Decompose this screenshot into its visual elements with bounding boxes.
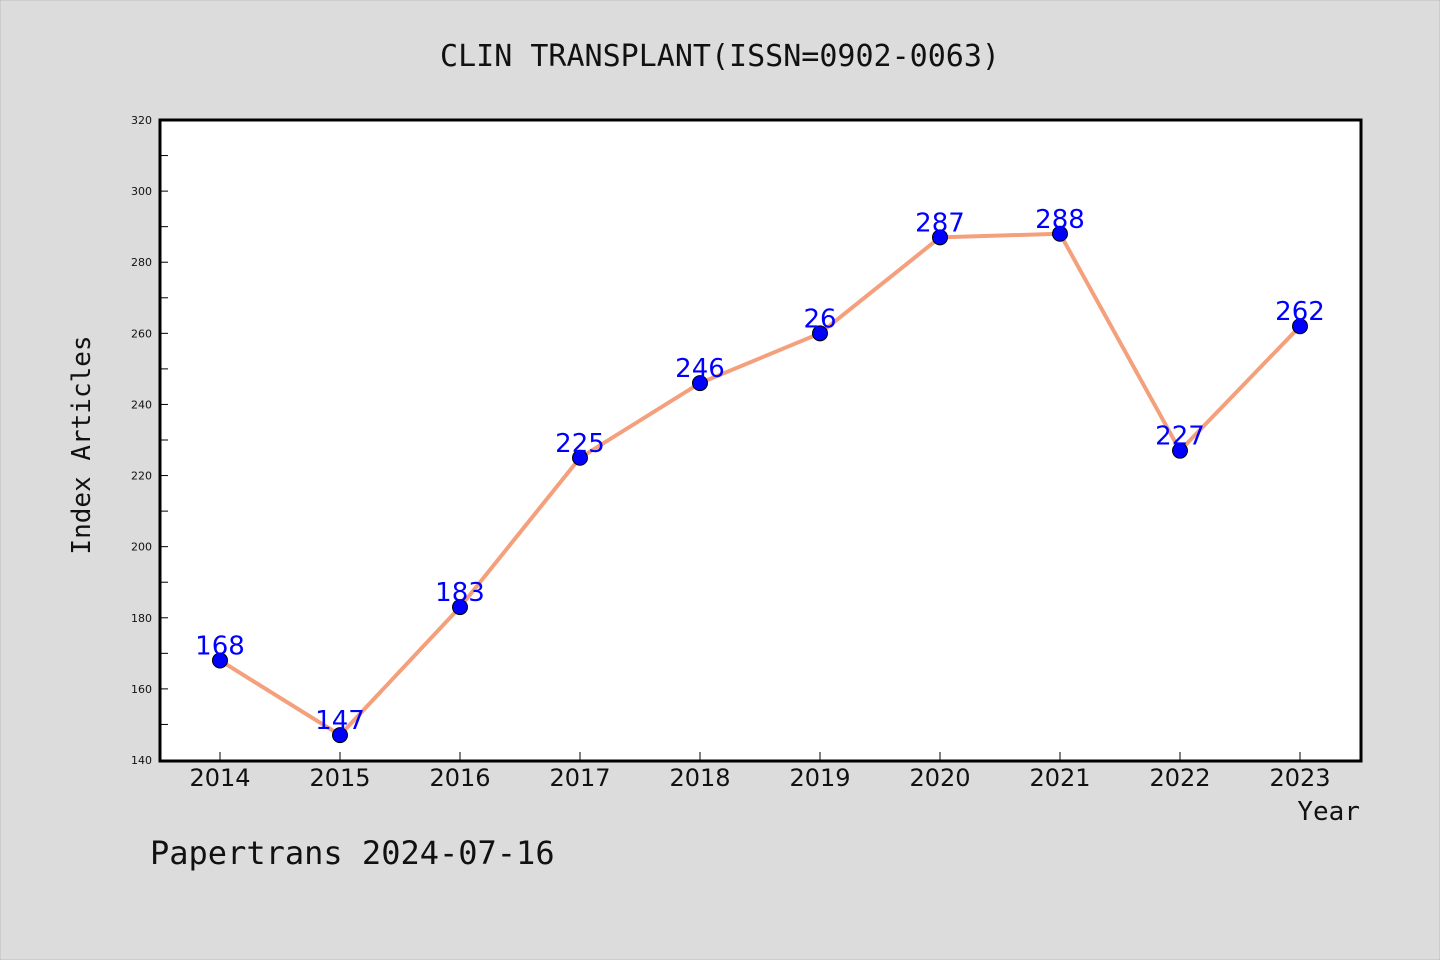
x-axis-label: Year [1297,797,1360,827]
data-label: 288 [1035,205,1085,235]
y-tick-label: 280 [131,256,152,269]
x-tick-label: 2017 [549,764,610,792]
data-label: 183 [435,578,485,608]
series-group: 168 147 183 225 246 26 287 288 227 262 [195,205,1325,744]
x-tick-label: 2021 [1029,764,1090,792]
y-tick-label: 180 [131,612,152,625]
chart-title: CLIN TRANSPLANT(ISSN=0902-0063) [440,39,1000,74]
x-tick-label: 2023 [1269,764,1330,792]
data-point [812,325,828,342]
data-point [212,652,228,669]
data-label: 246 [675,354,725,384]
data-label: 225 [555,429,605,459]
data-label: 262 [1275,297,1325,327]
data-point [932,229,948,246]
y-tick-label: 160 [131,683,152,696]
y-axis-label: Index Articles [67,335,97,554]
data-point [692,375,708,392]
data-point [1172,442,1188,459]
y-tick-label: 260 [131,327,152,340]
x-tick-label: 2020 [909,764,970,792]
y-tick-label: 240 [131,398,152,411]
footer-credit: Papertrans 2024-07-16 [150,834,555,872]
y-tick-label: 220 [131,470,152,483]
plot-area [158,118,1363,763]
x-tick-label: 2016 [429,764,490,792]
y-tick-label: 300 [131,185,152,198]
data-point [1052,225,1068,242]
x-tick-label: 2014 [189,764,250,792]
y-tick-label: 320 [131,114,152,127]
data-point [332,727,348,744]
y-tick-label: 140 [131,754,152,767]
data-label: 147 [315,706,365,736]
data-point [572,449,588,466]
x-tick-label: 2019 [789,764,850,792]
data-label: 26 [803,304,836,334]
x-tick-label: 2015 [309,764,370,792]
data-label: 227 [1155,422,1205,452]
x-axis: 2014 2015 2016 2017 2018 2019 2020 2021 2022 2023 [189,752,1331,792]
data-point [1292,318,1308,335]
x-tick-label: 2022 [1149,764,1210,792]
y-tick-label: 200 [131,541,152,554]
x-tick-label: 2018 [669,764,730,792]
data-point [452,599,468,616]
data-label: 287 [915,208,965,238]
y-axis: 140 160 180 200 220 240 260 280 300 320 [131,114,168,767]
series-line [218,231,1302,738]
data-label: 168 [195,631,245,661]
